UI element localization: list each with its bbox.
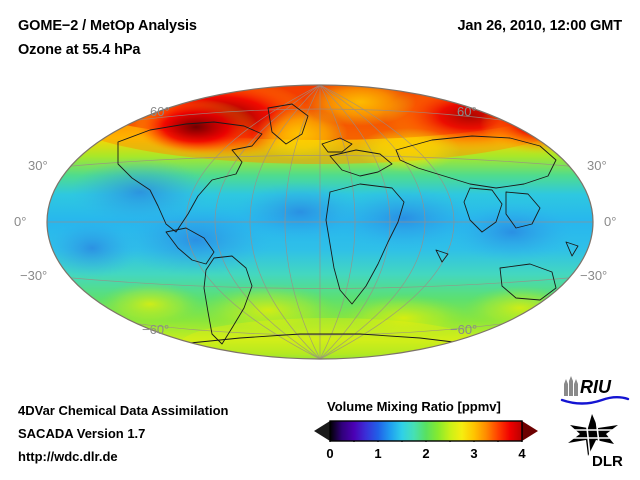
page-subtitle: Ozone at 55.4 hPa	[18, 42, 141, 58]
colorbar-over-arrow	[522, 421, 538, 441]
dlr-mark-icon	[568, 414, 618, 456]
lat-label-m60-left: −60°	[142, 322, 170, 337]
lat-label-30-right: 30°	[587, 158, 607, 173]
colorbar-tick-3: 3	[470, 446, 478, 461]
footer-url-link[interactable]: http://wdc.dlr.de	[18, 449, 118, 464]
lat-label-m30-left: −30°	[20, 268, 48, 283]
riu-logo-text: RIU	[580, 377, 612, 397]
lat-label-60-left: 60°	[150, 104, 170, 119]
colorbar-tick-4: 4	[518, 446, 526, 461]
footer-method-label: 4DVar Chemical Data Assimilation	[18, 403, 229, 418]
timestamp-label: Jan 26, 2010, 12:00 GMT	[457, 18, 622, 34]
page-title: GOME−2 / MetOp Analysis	[18, 18, 197, 34]
lat-label-m30-right: −30°	[580, 268, 608, 283]
ozone-field	[47, 85, 593, 359]
riu-wave-icon	[560, 396, 630, 405]
colorbar	[312, 420, 540, 442]
colorbar-tick-labels: 0 1 2 3 4	[312, 446, 540, 464]
dlr-logo: DLR	[558, 412, 630, 475]
colorbar-under-arrow	[314, 421, 330, 441]
colorbar-tick-1: 1	[374, 446, 382, 461]
riu-logo: RIU	[558, 376, 632, 411]
colorbar-tick-0: 0	[326, 446, 334, 461]
colorbar-title: Volume Mixing Ratio [ppmv]	[327, 399, 501, 414]
footer-version-label: SACADA Version 1.7	[18, 426, 146, 441]
lat-label-60-right: 60°	[457, 104, 477, 119]
graticule	[47, 85, 593, 359]
dlr-logo-text: DLR	[592, 453, 623, 470]
lat-label-0-left: 0°	[14, 214, 27, 229]
ozone-map: 60° 60° 30° 30° 0° 0° −30° −30° −60° −60…	[0, 72, 640, 382]
lat-label-m60-right: −60°	[450, 322, 478, 337]
lat-label-0-right: 0°	[604, 214, 617, 229]
lat-label-30-left: 30°	[28, 158, 48, 173]
colorbar-tick-2: 2	[422, 446, 430, 461]
colorbar-ticks	[329, 441, 523, 442]
globe-outline	[46, 84, 594, 360]
riu-tower-icon	[564, 376, 578, 396]
dlr-mark-grid	[570, 417, 616, 457]
